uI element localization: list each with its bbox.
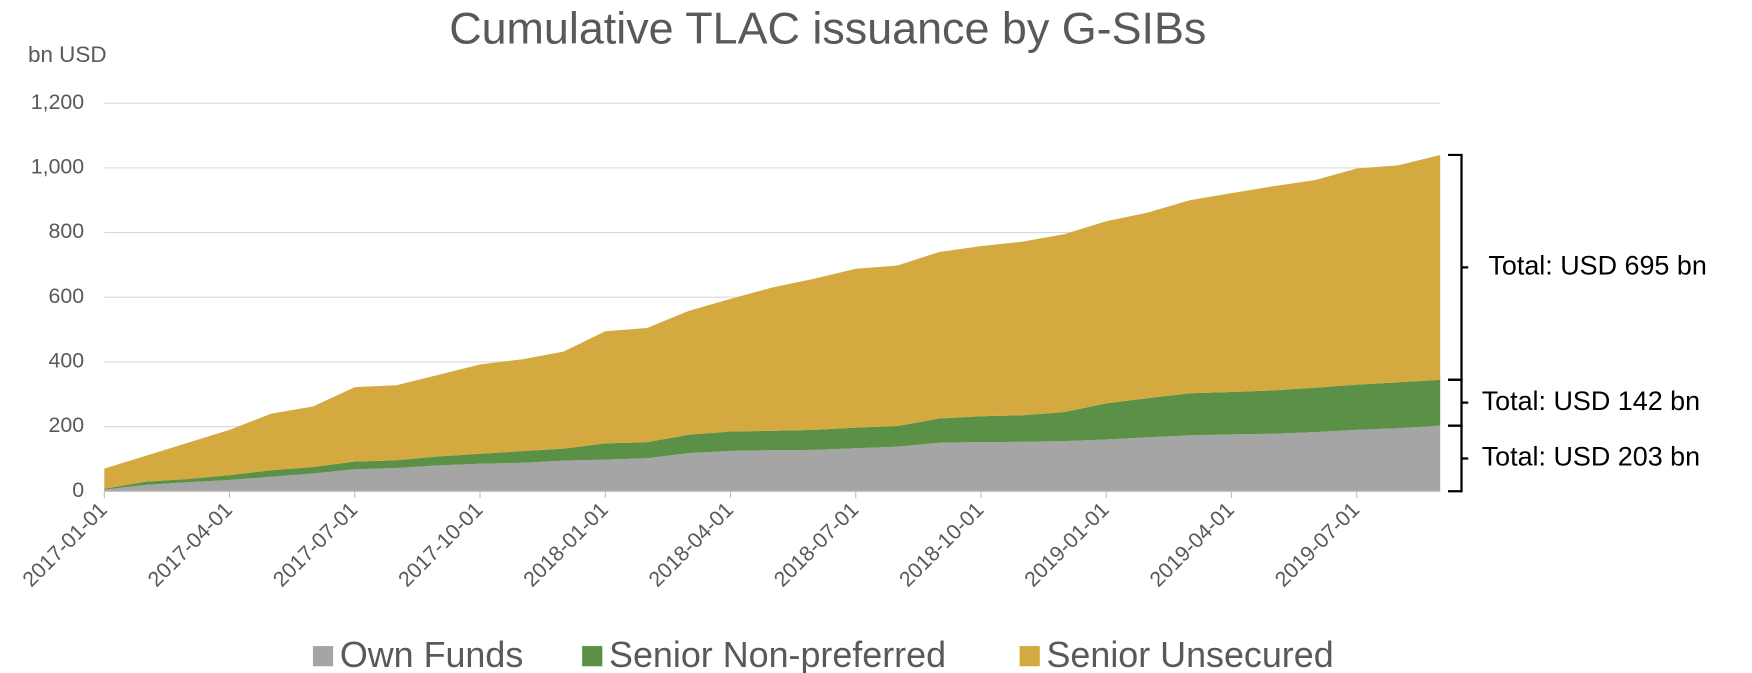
x-tick-label: 2017-07-01 [268, 498, 362, 592]
x-tick-label: 2018-07-01 [769, 498, 863, 592]
x-tick-label: 2017-01-01 [18, 498, 112, 592]
annotation: Total: USD 203 bn [1482, 442, 1700, 472]
y-tick-label: 200 [49, 413, 85, 437]
legend-label: Senior Unsecured [1046, 635, 1333, 673]
legend-label: Own Funds [340, 635, 523, 673]
bracket [1448, 378, 1469, 427]
annotation: Total: USD 695 bn [1488, 250, 1706, 280]
legend-label: Senior Non-preferred [609, 635, 946, 673]
y-tick-label: 600 [49, 284, 85, 308]
x-tick-label: 2018-04-01 [644, 498, 738, 592]
y-tick-label: 0 [72, 478, 84, 502]
y-tick-label: 800 [49, 219, 85, 243]
x-tick-label: 2017-10-01 [394, 498, 488, 592]
legend: Own Funds Senior Non-preferred Senior Unse… [312, 635, 1334, 673]
y-tick-label: 1,200 [31, 90, 84, 114]
x-tick-label: 2019-04-01 [1145, 498, 1239, 592]
x-tick-label: 2017-04-01 [143, 498, 237, 592]
x-tick-label: 2019-01-01 [1020, 498, 1114, 592]
annotation: Total: USD 142 bn [1482, 386, 1700, 416]
bracket [1448, 424, 1469, 493]
y-tick-label: 400 [49, 349, 85, 373]
area [104, 425, 1441, 492]
legend-swatch [312, 646, 334, 667]
legend-swatch [582, 646, 603, 667]
areas [104, 154, 1441, 492]
area [104, 154, 1441, 489]
x-tick-label: 2018-01-01 [519, 498, 613, 592]
area [104, 379, 1441, 490]
x-tick-label: 2019-07-01 [1270, 498, 1364, 592]
x-tick-label: 2018-10-01 [894, 498, 988, 592]
legend-swatch [1019, 646, 1040, 667]
y-axis-label: bn USD [28, 42, 107, 67]
y-tick-label: 1,000 [31, 155, 84, 179]
chart-title: Cumulative TLAC issuance by G-SIBs [449, 2, 1206, 53]
bracket [1448, 153, 1469, 381]
